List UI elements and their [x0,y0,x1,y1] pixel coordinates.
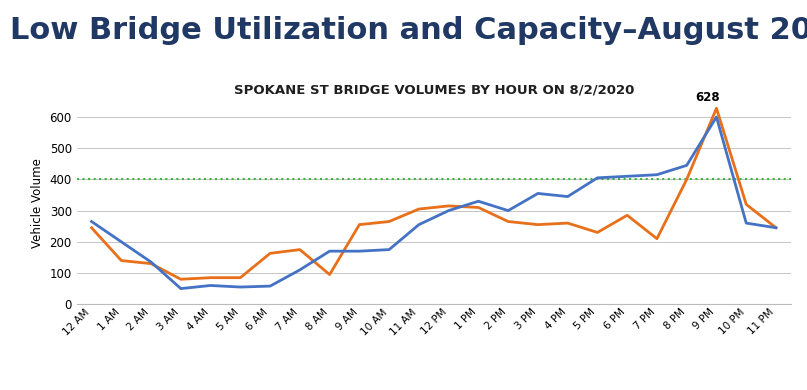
Text: 628: 628 [695,90,720,104]
Text: Low Bridge Utilization and Capacity–August 2020: Low Bridge Utilization and Capacity–Augu… [10,16,807,44]
Title: SPOKANE ST BRIDGE VOLUMES BY HOUR ON 8/2/2020: SPOKANE ST BRIDGE VOLUMES BY HOUR ON 8/2… [233,83,634,96]
Y-axis label: Vehicle Volume: Vehicle Volume [31,158,44,248]
